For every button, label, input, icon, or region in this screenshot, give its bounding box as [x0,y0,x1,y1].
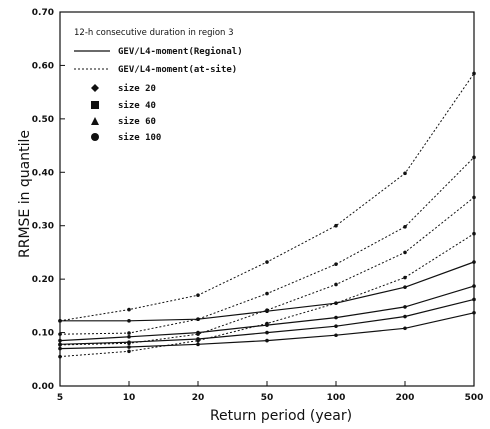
data-point-at-site-size-60 [403,250,407,255]
data-point-regional-size-60 [334,324,338,328]
y-tick-label: 0.70 [32,8,54,18]
data-point-regional-size-20 [472,260,476,264]
legend-label-size-60: size 60 [118,116,156,127]
data-point-regional-size-20 [403,285,407,289]
data-point-at-site-size-20 [196,293,200,297]
legend-marker-circle [91,133,99,141]
y-tick-label: 0.50 [32,115,54,125]
data-point-at-site-size-60 [127,341,131,346]
data-point-regional-size-100 [58,346,62,351]
x-axis-ticks: 5 10 20 50 100 200 500 [57,381,484,403]
data-point-at-site-size-60 [334,282,338,287]
data-point-regional-size-40 [127,335,131,339]
y-axis-title: RRMSE in quantile [17,130,33,258]
data-point-at-site-size-40 [334,262,338,266]
x-tick-label: 5 [57,393,63,403]
legend-label-size-100: size 100 [118,132,161,143]
x-tick-label: 200 [396,393,415,403]
data-point-at-site-size-60 [472,195,476,200]
data-point-at-site-size-20 [334,223,338,228]
data-point-at-site-size-100 [196,338,200,343]
x-tick-label: 10 [123,393,136,403]
data-point-regional-size-100 [472,311,476,315]
data-point-regional-size-40 [403,305,407,309]
data-point-at-site-size-100 [265,321,269,326]
y-tick-label: 0.40 [32,168,54,178]
data-point-at-site-size-40 [265,291,269,296]
data-point-at-site-size-100 [334,301,338,305]
data-point-at-site-size-40 [196,317,200,322]
y-tick-label: 0.00 [32,382,54,392]
y-axis-ticks: 0.00 0.10 0.20 0.30 0.40 0.50 0.60 0.70 [32,8,65,392]
data-point-at-site-size-20 [58,319,62,323]
legend-label-regional: GEV/L4-moment(Regional) [118,46,243,57]
y-tick-label: 0.30 [32,222,54,232]
data-point-at-site-size-60 [58,343,62,347]
data-point-at-site-size-60 [265,308,269,312]
legend-label-size-20: size 20 [118,83,156,94]
data-point-regional-size-40 [58,338,62,343]
data-point-at-site-size-40 [403,224,407,229]
legend-marker-diamond [91,84,99,92]
legend-marker-triangle [91,117,99,125]
data-point-regional-size-60 [265,330,269,335]
data-point-at-site-size-40 [472,155,476,160]
data-point-regional-size-100 [403,326,407,331]
x-tick-label: 500 [465,393,484,403]
series-layer [58,71,476,359]
data-point-at-site-size-40 [58,332,62,336]
x-tick-label: 100 [327,393,346,403]
data-point-regional-size-100 [196,342,200,347]
legend-label-size-40: size 40 [118,100,156,111]
y-tick-label: 0.60 [32,61,54,71]
data-point-regional-size-100 [127,345,131,349]
legend: 12-h consecutive duration in region 3 GE… [74,28,243,143]
legend-label-at-site: GEV/L4-moment(at-site) [118,64,237,75]
data-point-regional-size-40 [472,284,476,288]
legend-heading: 12-h consecutive duration in region 3 [74,28,234,38]
y-tick-label: 0.10 [32,329,54,339]
data-point-at-site-size-20 [403,171,407,176]
data-point-at-site-size-40 [127,331,131,335]
data-point-at-site-size-100 [127,349,131,354]
data-point-at-site-size-20 [265,260,269,264]
y-tick-label: 0.20 [32,275,54,285]
data-point-at-site-size-100 [403,275,407,280]
data-point-at-site-size-60 [196,332,200,336]
x-tick-label: 50 [261,393,274,403]
data-point-regional-size-100 [334,333,338,338]
data-point-regional-size-20 [127,319,131,323]
x-tick-label: 20 [192,393,205,403]
data-point-at-site-size-100 [58,354,62,359]
data-point-regional-size-60 [472,297,476,302]
data-point-regional-size-100 [265,338,269,343]
data-point-at-site-size-20 [472,71,476,76]
data-point-at-site-size-20 [127,307,131,312]
data-point-regional-size-60 [403,314,407,319]
legend-marker-square [91,101,99,109]
x-axis-title: Return period (year) [210,408,352,424]
data-point-regional-size-40 [334,315,338,320]
data-point-at-site-size-100 [472,231,476,236]
